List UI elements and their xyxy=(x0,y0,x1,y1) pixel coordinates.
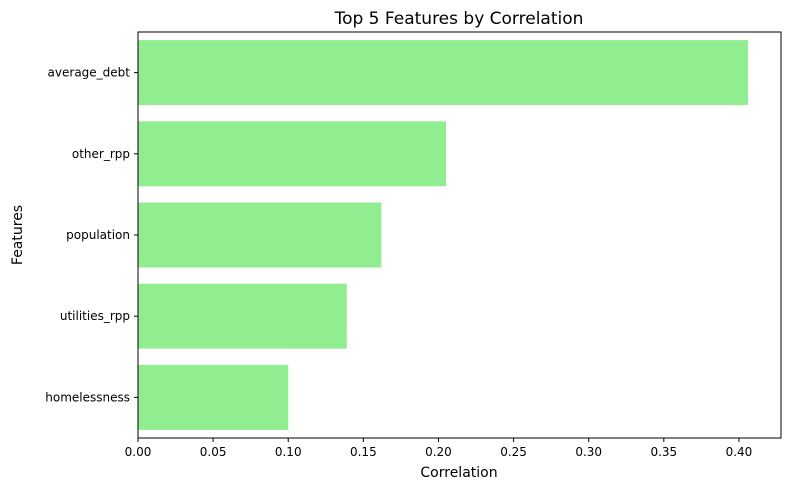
x-tick-label: 0.40 xyxy=(726,445,753,459)
y-tick-label: population xyxy=(66,228,130,242)
y-tick-label: utilities_rpp xyxy=(60,309,130,323)
chart-title: Top 5 Features by Correlation xyxy=(334,9,584,29)
x-tick-label: 0.15 xyxy=(350,445,377,459)
y-tick-label: homelessness xyxy=(45,390,130,404)
bar-utilities_rpp xyxy=(138,283,347,349)
bars-group xyxy=(138,40,748,430)
x-tick-label: 0.25 xyxy=(500,445,527,459)
bar-average_debt xyxy=(138,40,748,106)
y-tick-label: other_rpp xyxy=(72,147,130,161)
x-tick-label: 0.35 xyxy=(650,445,677,459)
bar-other_rpp xyxy=(138,121,446,187)
y-tick-label: average_debt xyxy=(48,66,131,80)
x-tick-label: 0.30 xyxy=(575,445,602,459)
bar-population xyxy=(138,202,382,268)
x-tick-label: 0.00 xyxy=(125,445,152,459)
x-axis-ticks: 0.00 0.05 0.10 0.15 0.20 0.25 0.30 0.35 0.40 xyxy=(125,438,753,459)
y-axis-ticks: average_debt other_rpp population utilities… xyxy=(45,66,138,404)
x-tick-label: 0.05 xyxy=(200,445,227,459)
y-axis-label: Features xyxy=(10,205,26,265)
x-tick-label: 0.20 xyxy=(425,445,452,459)
x-tick-label: 0.10 xyxy=(275,445,302,459)
x-axis-label: Correlation xyxy=(420,465,497,481)
bar-homelessness xyxy=(138,364,289,430)
